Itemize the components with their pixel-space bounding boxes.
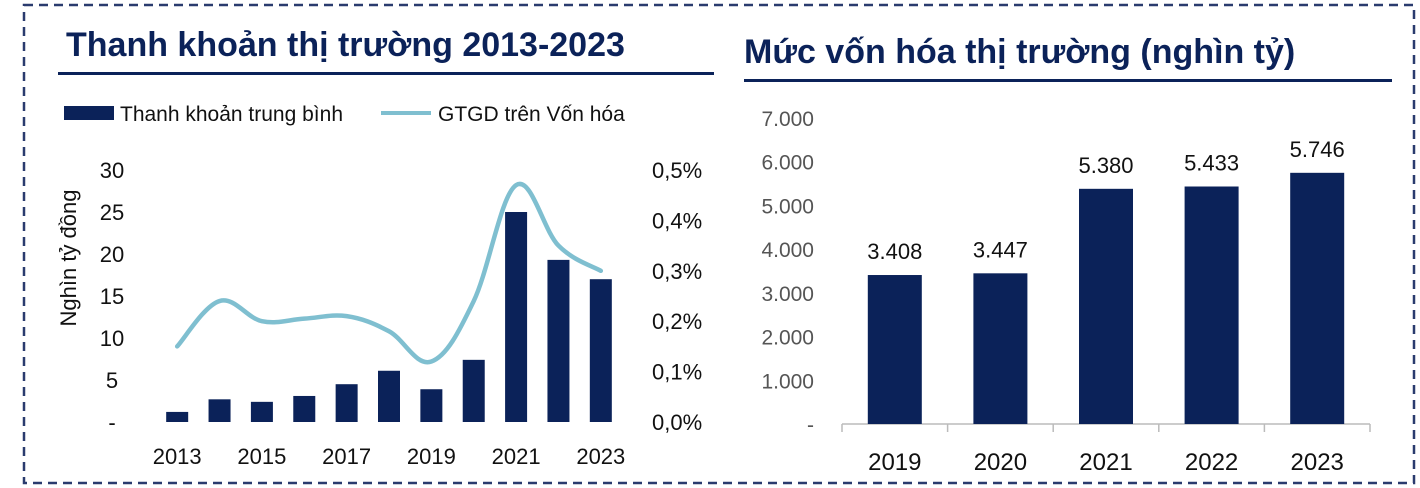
- y-tick-label: 25: [100, 200, 124, 225]
- bar-2020: [462, 359, 485, 422]
- bar-2018: [378, 370, 400, 422]
- legend-label-line: GTGD trên Vốn hóa: [438, 103, 625, 126]
- data-label: 5.746: [1290, 137, 1345, 162]
- y-tick-label: -: [807, 414, 814, 437]
- y-tick-label: 15: [100, 284, 124, 309]
- y-tick-label: 10: [100, 326, 124, 351]
- y-tick-label: 6.000: [761, 152, 814, 175]
- y-tick-label: 5.000: [761, 195, 814, 218]
- x-tick-label: 2019: [868, 449, 921, 476]
- y-tick-label: 5: [106, 368, 118, 393]
- x-tick-label: 2020: [974, 449, 1027, 476]
- y-tick-label: 3.000: [761, 283, 814, 306]
- market-cap-chart-title: Mức vốn hóa thị trường (nghìn tỷ): [744, 33, 1296, 71]
- market-cap-title-rule: [744, 79, 1392, 82]
- x-tick-label: 2013: [153, 444, 202, 469]
- y-axis-label: Nghìn tỷ đồng: [56, 190, 81, 327]
- bar-2022: [547, 259, 570, 422]
- x-tick-label: 2021: [1079, 449, 1132, 476]
- legend-label-bars: Thanh khoản trung bình: [120, 103, 343, 126]
- data-label: 3.408: [867, 239, 922, 264]
- y2-tick-label: 0,5%: [652, 158, 702, 183]
- y-tick-label: 4.000: [761, 239, 814, 262]
- bar-2019: [867, 275, 922, 424]
- y-tick-label: 30: [100, 158, 124, 183]
- bar-2020: [973, 273, 1028, 424]
- y2-tick-label: 0,3%: [652, 259, 702, 284]
- bar-2014: [208, 399, 231, 422]
- y-tick-label: 1.000: [761, 370, 814, 393]
- liquidity-title-rule: [58, 72, 714, 75]
- data-label: 5.380: [1078, 153, 1133, 178]
- x-tick-label: 2021: [492, 444, 541, 469]
- y2-tick-label: 0,4%: [652, 208, 702, 233]
- y2-tick-label: 0,0%: [652, 410, 702, 435]
- legend-swatch-bars: [64, 106, 114, 120]
- bar-2015: [250, 401, 273, 422]
- x-tick-label: 2019: [407, 444, 456, 469]
- liquidity-chart: Thanh khoản trung bình GTGD trên Vốn hóa N…: [56, 103, 702, 469]
- x-tick-label: 2017: [322, 444, 371, 469]
- line-series-gtgd: [174, 181, 604, 365]
- bar-2016: [293, 395, 316, 422]
- bar-2021: [1079, 188, 1133, 424]
- y-tick-label: 7.000: [761, 108, 814, 131]
- data-label: 3.447: [973, 237, 1028, 262]
- y2-tick-label: 0,2%: [652, 309, 702, 334]
- x-tick-label: 2023: [1291, 449, 1344, 476]
- x-tick-label: 2023: [576, 444, 625, 469]
- bar-2023: [1290, 172, 1345, 424]
- bar-2019: [420, 389, 443, 422]
- bar-2017: [335, 384, 358, 422]
- data-label: 5.433: [1184, 151, 1239, 176]
- x-tick-label: 2015: [237, 444, 286, 469]
- liquidity-chart-title: Thanh khoản thị trường 2013-2023: [66, 26, 625, 64]
- y-tick-label: -: [108, 410, 115, 435]
- bar-2023: [589, 279, 612, 422]
- y-tick-label: 20: [100, 242, 124, 267]
- y-tick-label: 2.000: [761, 327, 814, 350]
- bar-2021: [505, 212, 528, 422]
- x-tick-label: 2022: [1185, 449, 1238, 476]
- bar-2022: [1184, 186, 1239, 424]
- y2-tick-label: 0,1%: [652, 360, 702, 385]
- bar-2013: [166, 411, 189, 422]
